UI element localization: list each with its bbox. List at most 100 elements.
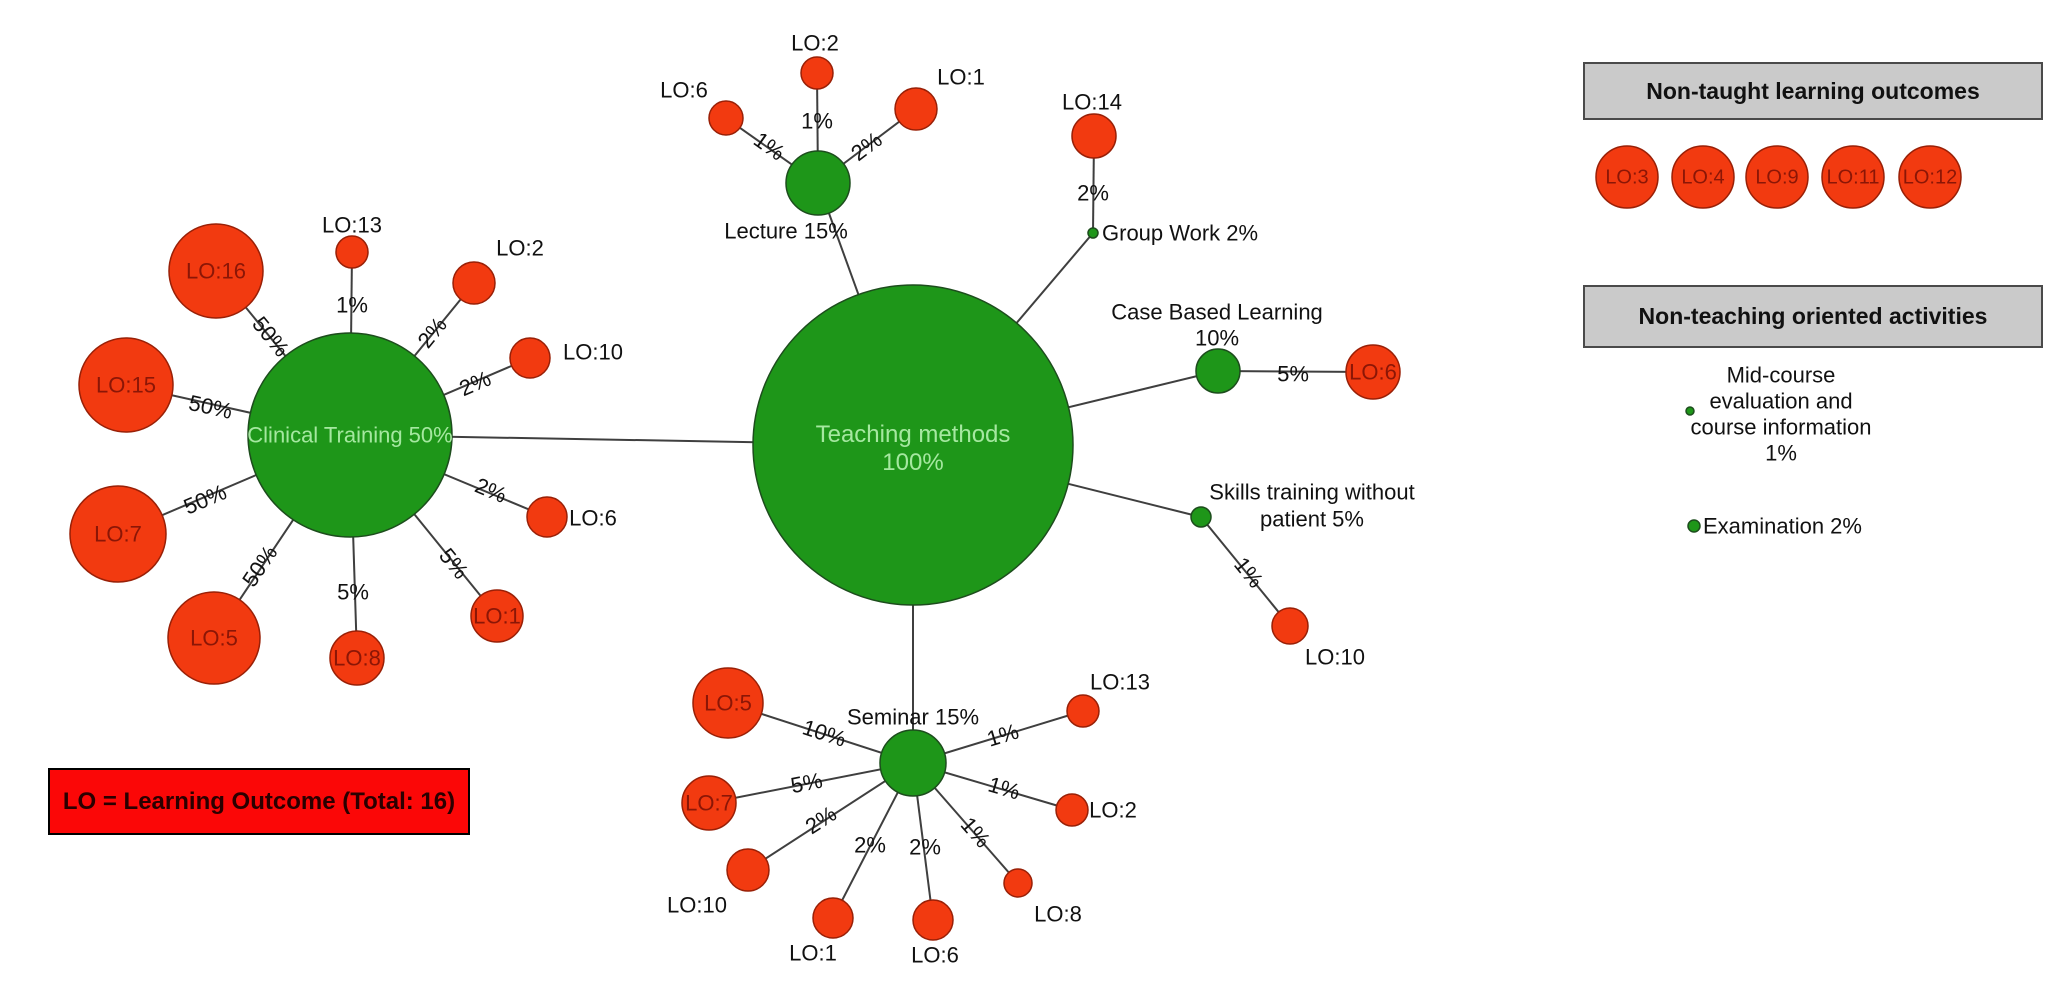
edge-seminar-se_lo7 xyxy=(708,762,914,804)
edge-label-clinical-c_lo5: 50% xyxy=(237,541,282,592)
node-label-seminar: Seminar 15% xyxy=(847,704,979,729)
node-label-teaching: Teaching methods 100% xyxy=(816,421,1011,476)
node-se_lo5 xyxy=(692,667,764,739)
node-g_lo14 xyxy=(1071,113,1117,159)
node-label-c_lo7: LO:7 xyxy=(94,521,142,546)
node-c_lo16 xyxy=(168,223,264,319)
edge-label-seminar-se_lo6: 2% xyxy=(909,834,941,859)
node-label-c_lo1: LO:1 xyxy=(473,603,521,628)
node-label-se_lo13: LO:13 xyxy=(1090,669,1150,694)
edge-label-seminar-se_lo7: 5% xyxy=(789,768,825,799)
node-c_lo6 xyxy=(526,496,568,538)
edge-label-lecture-l_lo1: 2% xyxy=(846,127,886,166)
node-label-c_lo8: LO:8 xyxy=(333,645,381,670)
edge-label-seminar-se_lo1: 2% xyxy=(854,832,886,857)
node-lecture xyxy=(785,150,851,216)
node-seminar xyxy=(879,729,947,797)
node-label-s_lo10: LO:10 xyxy=(1305,644,1365,669)
edge-label-clinical-c_lo10: 2% xyxy=(456,366,495,401)
node-label-cb_lo6: LO:6 xyxy=(1349,359,1397,384)
node-label-nt_lo12: LO:12 xyxy=(1903,167,1957,189)
node-s_lo10 xyxy=(1271,607,1309,645)
node-c_lo10 xyxy=(509,337,551,379)
node-label-c_lo6: LO:6 xyxy=(569,505,617,530)
node-label-nt_lo4: LO:4 xyxy=(1681,167,1724,189)
node-label-se_lo5: LO:5 xyxy=(704,690,752,715)
node-c_lo7 xyxy=(69,485,167,583)
node-exam xyxy=(1687,519,1701,533)
node-label-c_lo15: LO:15 xyxy=(96,372,156,397)
node-nt_lo4 xyxy=(1671,145,1735,209)
node-se_lo1 xyxy=(812,897,854,939)
node-groupwork xyxy=(1087,227,1099,239)
node-label-g_lo14: LO:14 xyxy=(1062,89,1122,114)
node-label-c_lo13: LO:13 xyxy=(322,212,382,237)
node-label-se_lo8: LO:8 xyxy=(1034,901,1082,926)
node-label-groupwork: Group Work 2% xyxy=(1102,220,1258,245)
node-se_lo13 xyxy=(1066,694,1100,728)
node-label-l_lo1: LO:1 xyxy=(937,64,985,89)
node-l_lo1 xyxy=(894,87,938,131)
non-taught-panel-title: Non-taught learning outcomes xyxy=(1583,62,2043,120)
node-label-skills: Skills training without patient 5% xyxy=(1209,479,1414,531)
node-midcourse xyxy=(1685,406,1695,416)
edge-label-clinical-c_lo7: 50% xyxy=(180,479,230,519)
node-c_lo13 xyxy=(335,235,369,269)
node-label-exam: Examination 2% xyxy=(1703,513,1862,538)
edge-label-clinical-c_lo13: 1% xyxy=(336,292,368,317)
non-teaching-panel-title: Non-teaching oriented activities xyxy=(1583,285,2043,348)
node-nt_lo12 xyxy=(1898,145,1962,209)
edge-label-clinical-c_lo6: 2% xyxy=(471,473,510,508)
node-nt_lo3 xyxy=(1595,145,1659,209)
node-label-nt_lo11: LO:11 xyxy=(1827,167,1880,189)
node-cbl xyxy=(1195,348,1241,394)
node-l_lo6 xyxy=(708,100,744,136)
node-skills xyxy=(1190,506,1212,528)
node-label-se_lo7: LO:7 xyxy=(685,790,733,815)
edge-label-seminar-se_lo5: 10% xyxy=(800,714,850,751)
node-se_lo6 xyxy=(912,899,954,941)
node-nt_lo9 xyxy=(1745,145,1809,209)
node-label-clinical: Clinical Training 50% xyxy=(247,422,452,447)
node-label-lecture: Lecture 15% xyxy=(724,218,848,243)
edge-label-seminar-se_lo2: 1% xyxy=(985,772,1023,805)
node-label-se_lo10: LO:10 xyxy=(667,892,727,917)
node-label-c_lo2: LO:2 xyxy=(496,235,544,260)
node-teaching xyxy=(752,284,1074,606)
node-label-nt_lo3: LO:3 xyxy=(1605,167,1648,189)
edge-skills-s_lo10 xyxy=(1200,516,1291,627)
node-label-l_lo6: LO:6 xyxy=(660,77,708,102)
edge-label-clinical-c_lo8: 5% xyxy=(337,579,369,604)
edge-label-lecture-l_lo2: 1% xyxy=(801,108,833,133)
node-c_lo2 xyxy=(452,261,496,305)
edge-label-clinical-c_lo15: 50% xyxy=(186,390,234,424)
node-clinical xyxy=(247,332,453,538)
node-label-midcourse: Mid-course evaluation and course informati… xyxy=(1691,362,1872,465)
node-c_lo1 xyxy=(470,589,524,643)
node-se_lo2 xyxy=(1055,793,1089,827)
node-label-c_lo10: LO:10 xyxy=(563,339,623,364)
node-label-se_lo2: LO:2 xyxy=(1089,797,1137,822)
node-l_lo2 xyxy=(800,56,834,90)
edge-label-cbl-cb_lo6: 5% xyxy=(1277,361,1309,386)
legend-box: LO = Learning Outcome (Total: 16) xyxy=(48,768,470,835)
node-label-c_lo5: LO:5 xyxy=(190,625,238,650)
node-cb_lo6 xyxy=(1345,344,1401,400)
node-se_lo10 xyxy=(726,848,770,892)
node-label-se_lo1: LO:1 xyxy=(789,940,837,965)
edge-label-seminar-se_lo10: 2% xyxy=(801,801,841,839)
node-c_lo5 xyxy=(167,591,261,685)
node-label-l_lo2: LO:2 xyxy=(791,30,839,55)
edge-label-clinical-c_lo1: 5% xyxy=(434,543,473,583)
edge-label-seminar-se_lo13: 1% xyxy=(984,718,1022,751)
node-label-se_lo6: LO:6 xyxy=(911,942,959,967)
node-label-c_lo16: LO:16 xyxy=(186,258,246,283)
node-nt_lo11 xyxy=(1821,145,1885,209)
node-c_lo15 xyxy=(78,337,174,433)
node-label-cbl: Case Based Learning 10% xyxy=(1111,299,1323,350)
node-se_lo8 xyxy=(1003,868,1033,898)
edge-label-groupwork-g_lo14: 2% xyxy=(1077,180,1109,205)
node-c_lo8 xyxy=(329,630,385,686)
